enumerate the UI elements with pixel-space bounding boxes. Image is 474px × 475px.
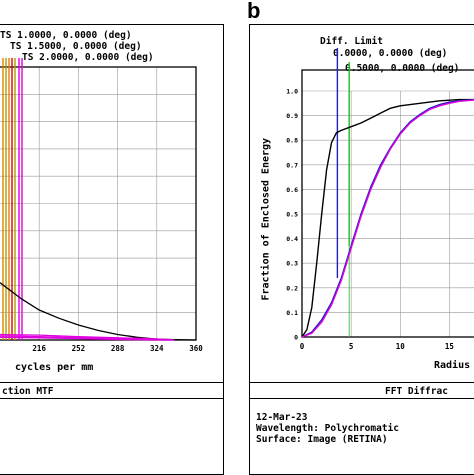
right-x-axis-label: Radius [434,360,471,371]
right-y-tick-10: 1.0 [286,88,298,96]
right-y-tick-3: 0.3 [286,260,298,268]
left-footer-divider-top [0,382,224,383]
right-footer-divider-bottom [249,398,474,399]
left-plot-frame [0,66,197,341]
right-x-tick-2: 10 [396,342,406,351]
right-y-tick-2: 0.2 [286,284,298,292]
left-series-0 [0,282,197,341]
right-y-tick-0: 0 [294,334,298,342]
right-y-axis-label: Fraction of Enclosed Energy [260,137,272,301]
right-x-tick-0: 0 [300,342,305,351]
left-x-tick-252: 252 [72,344,86,353]
left-x-axis-label: cycles per mm [15,362,94,373]
right-y-tick-1: 0.1 [286,309,298,317]
right-y-tick-6: 0.6 [286,186,298,194]
left-footer-title: ction MTF [2,386,54,397]
right-info-date: 12-Mar-23 [256,412,308,423]
left-legend-item-2: TS 1.5000, 0.0000 (deg) [10,41,142,52]
right-footer-divider-top [249,382,474,383]
left-legend-item-1: TS 1.0000, 0.0000 (deg) [0,30,132,41]
left-mtf-chart: 216 252 288 324 360 [0,58,203,353]
right-enclosed-energy-chart: 0 0.1 0.2 0.3 0.4 0.5 0.6 0.7 0.8 0.9 1.0 0 5 10 15 [286,48,474,351]
right-x-tick-1: 5 [349,342,354,351]
right-y-tick-7: 0.7 [286,161,298,169]
left-footer-divider-bottom [0,398,224,399]
left-x-tick-216: 216 [32,344,46,353]
right-series-1 [301,98,474,338]
right-y-tick-4: 0.4 [286,235,298,243]
right-footer-title: FFT Diffrac [385,386,448,397]
right-y-tick-5: 0.5 [286,211,298,219]
panel-letter-b: b [247,0,261,23]
left-x-tick-360: 360 [189,344,203,353]
left-legend-item-3: TS 2.0000, 0.0000 (deg) [22,52,154,63]
left-x-tick-324: 324 [150,344,164,353]
left-x-tick-288: 288 [111,344,125,353]
right-y-tick-9: 0.9 [286,112,298,120]
right-legend-item-1: Diff. Limit [320,36,383,47]
right-series-2 [301,99,474,338]
right-legend-item-2: 0.0000, 0.0000 (deg) [333,48,448,59]
right-series-0 [301,98,474,338]
right-legend-item-3: 0.5000, 0.0000 (deg) [345,63,460,74]
right-y-tick-8: 0.8 [286,137,298,145]
right-x-tick-3: 15 [445,342,454,351]
right-plot-frame [301,69,474,338]
left-series-3 [0,336,175,341]
right-info-surface: Surface: Image (RETINA) [256,434,388,445]
right-info-wavelength: Wavelength: Polychromatic [256,423,399,434]
